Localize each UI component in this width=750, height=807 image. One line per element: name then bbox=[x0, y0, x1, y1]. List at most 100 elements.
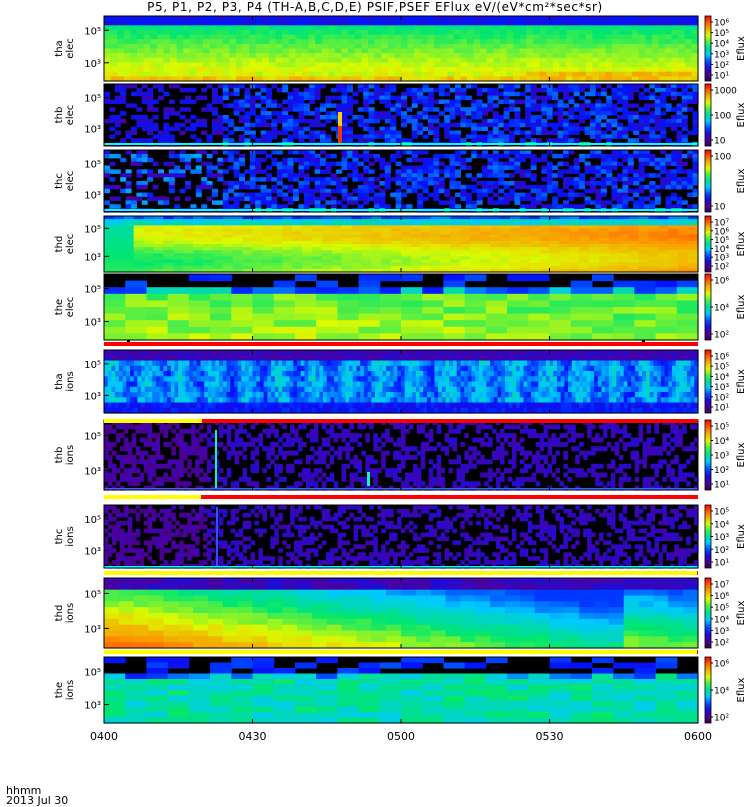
colorbar-tick-label: 100 bbox=[714, 112, 731, 122]
y-tick-label: 10⁵ bbox=[84, 285, 101, 296]
status-bar-yellow bbox=[104, 650, 697, 654]
colorbar-tick-label: 10⁶ bbox=[714, 277, 729, 287]
species-label: elec bbox=[65, 234, 76, 255]
colorbar-tick-label: 10³ bbox=[714, 533, 729, 543]
colorbar-tick-label: 100 bbox=[714, 153, 731, 163]
colorbar-tick-label: 10 bbox=[714, 137, 726, 147]
x-tick-label: 0400 bbox=[90, 730, 118, 743]
colorbar bbox=[705, 216, 711, 272]
colorbar-tick-label: 10⁵ bbox=[714, 604, 729, 614]
colorbar-label: Eflux bbox=[736, 442, 747, 467]
colorbar-tick-label: 10⁵ bbox=[714, 29, 729, 39]
probe-label: thc bbox=[54, 173, 65, 189]
species-label: elec bbox=[65, 38, 76, 59]
colorbar-tick-label: 10⁵ bbox=[714, 508, 729, 518]
colorbar-label: Eflux bbox=[736, 168, 747, 193]
colorbar-tick-label: 10² bbox=[714, 331, 729, 341]
spike-mark bbox=[338, 112, 342, 126]
y-tick-label: 10⁵ bbox=[84, 224, 101, 235]
status-bar-red bbox=[697, 571, 698, 575]
colorbar-tick-label: 10² bbox=[714, 393, 729, 403]
status-bar-red bbox=[201, 495, 698, 499]
colorbar-tick-label: 10² bbox=[714, 639, 729, 649]
colorbar-tick-label: 10² bbox=[714, 466, 729, 476]
y-tick-label: 10⁵ bbox=[84, 26, 101, 37]
species-label: elec bbox=[65, 297, 76, 318]
colorbar-tick-label: 10⁶ bbox=[714, 592, 729, 602]
status-bar-red bbox=[202, 419, 698, 423]
probe-label: thc bbox=[54, 529, 65, 545]
status-tick bbox=[127, 340, 130, 342]
colorbar-label: Eflux bbox=[736, 102, 747, 127]
date-label: 2013 Jul 30 bbox=[6, 795, 68, 806]
status-tick bbox=[642, 340, 645, 342]
y-tick-label: 10³ bbox=[84, 59, 101, 70]
colorbar bbox=[705, 274, 711, 340]
status-bar-3 bbox=[104, 495, 698, 499]
spike-mark bbox=[367, 472, 370, 486]
colorbar bbox=[705, 505, 711, 568]
spike-mark bbox=[215, 430, 217, 488]
colorbar-label: Eflux bbox=[736, 524, 747, 549]
y-tick-label: 10⁵ bbox=[84, 431, 101, 442]
colorbar-label: Eflux bbox=[736, 36, 747, 61]
colorbar-tick-label: 10⁶ bbox=[714, 660, 729, 670]
x-tick-label: 0430 bbox=[239, 730, 267, 743]
status-bar-1 bbox=[104, 340, 698, 346]
probe-label: thd bbox=[54, 236, 65, 253]
colorbar-tick-label: 10⁴ bbox=[714, 687, 729, 697]
y-tick-label: 10³ bbox=[84, 701, 101, 712]
colorbar-tick-label: 10³ bbox=[714, 627, 729, 637]
y-tick-label: 10³ bbox=[84, 125, 101, 136]
colorbar-tick-label: 10⁵ bbox=[714, 363, 729, 373]
probe-label: tha bbox=[54, 40, 65, 56]
y-tick-label: 10³ bbox=[84, 466, 101, 477]
species-label: ions bbox=[65, 371, 76, 391]
colorbar-label: Eflux bbox=[736, 294, 747, 319]
probe-label: the bbox=[54, 682, 65, 698]
status-bar-red bbox=[104, 342, 698, 346]
probe-label: thb bbox=[54, 447, 65, 464]
colorbar-tick-label: 10² bbox=[714, 714, 729, 724]
colorbar-tick-label: 10¹ bbox=[714, 404, 729, 414]
x-tick-label: 0600 bbox=[684, 730, 712, 743]
probe-label: tha bbox=[54, 373, 65, 389]
colorbar-tick-label: 10² bbox=[714, 61, 729, 71]
y-tick-label: 10³ bbox=[84, 252, 101, 263]
probe-label: thb bbox=[54, 107, 65, 124]
status-bar-2 bbox=[104, 419, 698, 423]
species-label: ions bbox=[65, 680, 76, 700]
colorbar-tick-label: 10⁴ bbox=[714, 615, 729, 625]
y-tick-label: 10⁵ bbox=[84, 94, 101, 105]
colorbar bbox=[705, 657, 711, 723]
colorbar-label: Eflux bbox=[736, 677, 747, 702]
colorbar bbox=[705, 150, 711, 212]
colorbar-tick-label: 10¹ bbox=[714, 481, 729, 491]
colorbar-tick-label: 10⁴ bbox=[714, 520, 729, 530]
colorbar bbox=[705, 350, 711, 413]
colorbar-tick-label: 10⁴ bbox=[714, 40, 729, 50]
colorbar-tick-label: 10 bbox=[714, 203, 726, 213]
y-tick-label: 10⁵ bbox=[84, 515, 101, 526]
colorbar-tick-label: 10³ bbox=[714, 50, 729, 60]
colorbar-tick-label: 10² bbox=[714, 546, 729, 556]
colorbar-label: Eflux bbox=[736, 231, 747, 256]
species-label: ions bbox=[65, 603, 76, 623]
colorbar bbox=[705, 16, 711, 81]
colorbar bbox=[705, 578, 711, 648]
colorbar-tick-label: 10³ bbox=[714, 452, 729, 462]
x-tick-label: 0500 bbox=[387, 730, 415, 743]
y-tick-label: 10³ bbox=[84, 624, 101, 635]
status-bar-5 bbox=[104, 650, 698, 654]
colorbar-tick-label: 10³ bbox=[714, 383, 729, 393]
colorbar-label: Eflux bbox=[736, 600, 747, 625]
y-tick-label: 10⁵ bbox=[84, 589, 101, 600]
colorbar-tick-label: 10⁴ bbox=[714, 373, 729, 383]
colorbar-tick-label: 10⁴ bbox=[714, 437, 729, 447]
